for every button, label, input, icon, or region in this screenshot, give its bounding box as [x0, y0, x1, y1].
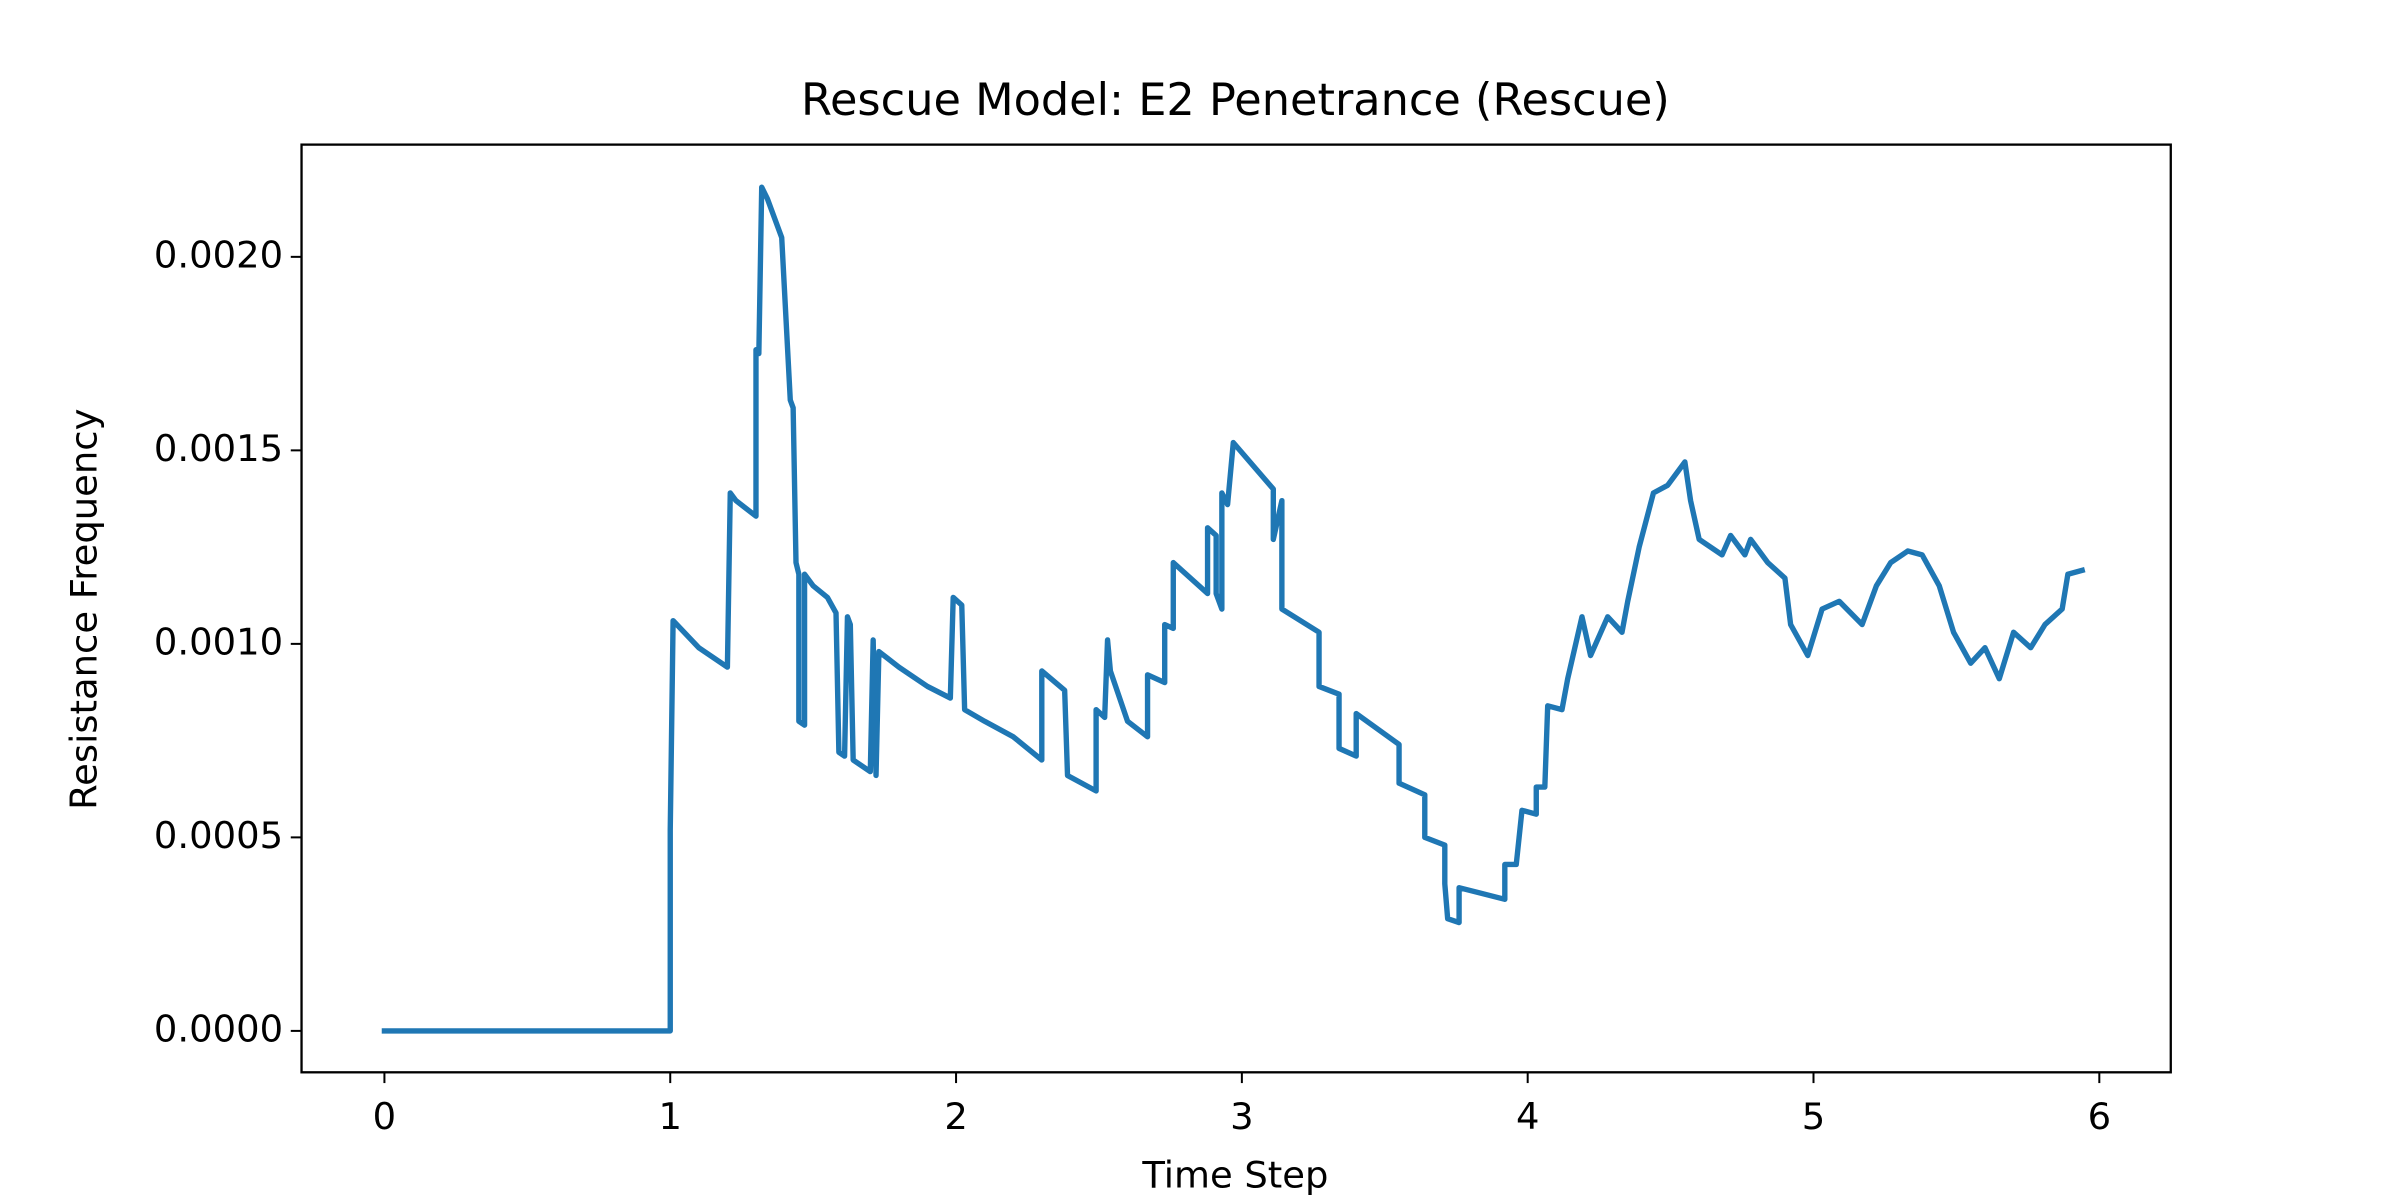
y-tick-label: 0.0005 — [154, 814, 283, 857]
x-tick-label: 1 — [658, 1095, 681, 1138]
plot-frame — [300, 143, 2172, 1074]
x-tick-label: 0 — [373, 1095, 396, 1138]
y-tick-label: 0.0000 — [154, 1007, 283, 1050]
x-tick-label: 2 — [944, 1095, 967, 1138]
x-tick-label: 5 — [1802, 1095, 1825, 1138]
chart-title: Rescue Model: E2 Penetrance (Rescue) — [801, 74, 1670, 126]
x-tick-label: 4 — [1516, 1095, 1539, 1138]
y-tick-label: 0.0010 — [154, 620, 283, 663]
x-axis-label: Time Step — [1141, 1153, 1328, 1196]
x-tick-label: 3 — [1230, 1095, 1253, 1138]
y-tick-label: 0.0020 — [154, 233, 283, 276]
data-line — [381, 184, 2086, 1034]
y-axis-label: Resistance Frequency — [63, 409, 106, 810]
y-tick-label: 0.0015 — [154, 427, 283, 470]
x-tick-label: 6 — [2088, 1095, 2111, 1138]
